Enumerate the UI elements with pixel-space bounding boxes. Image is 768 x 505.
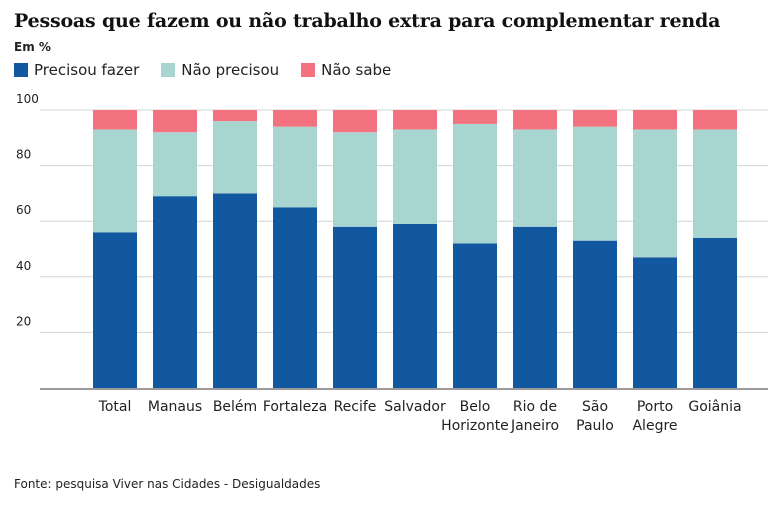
legend-item-nao-sabe: Não sabe bbox=[301, 61, 391, 79]
legend-swatch-nao-precisou bbox=[161, 63, 176, 77]
bar-recife-precisou-fazer bbox=[333, 226, 377, 388]
bar-goiânia-não-precisou bbox=[693, 129, 737, 238]
legend-label-precisou-fazer: Precisou fazer bbox=[34, 61, 140, 79]
bar-total-não-sabe bbox=[93, 110, 137, 130]
bar-salvador-não-precisou bbox=[393, 129, 437, 224]
bar-belém-não-precisou bbox=[213, 121, 257, 194]
bar-são-paulo-precisou-fazer bbox=[573, 240, 617, 388]
x-tick-label: Recife bbox=[334, 399, 377, 415]
legend-item-nao-precisou: Não precisou bbox=[161, 61, 279, 79]
source-note: Fonte: pesquisa Viver nas Cidades - Desi… bbox=[14, 477, 321, 491]
x-tick-label: Salvador bbox=[384, 399, 446, 415]
x-tick-label: Alegre bbox=[632, 418, 677, 434]
bar-manaus-não-precisou bbox=[153, 132, 197, 197]
bar-rio-de-janeiro-não-precisou bbox=[513, 129, 557, 227]
legend-swatch-precisou-fazer bbox=[14, 63, 28, 77]
bar-rio-de-janeiro-precisou-fazer bbox=[513, 226, 557, 388]
bar-belo-horizonte-não-precisou bbox=[453, 123, 497, 244]
bar-goiânia-precisou-fazer bbox=[693, 237, 737, 388]
y-tick-label-20: 20 bbox=[16, 314, 31, 328]
bar-total-não-precisou bbox=[93, 129, 137, 233]
bar-porto-alegre-não-precisou bbox=[633, 129, 677, 258]
x-tick-label: Goiânia bbox=[688, 399, 741, 415]
x-tick-label: Janeiro bbox=[510, 418, 559, 434]
bar-manaus-precisou-fazer bbox=[153, 196, 197, 388]
legend-item-precisou-fazer: Precisou fazer bbox=[14, 61, 139, 79]
bar-belém-precisou-fazer bbox=[213, 193, 257, 388]
x-tick-label: Manaus bbox=[148, 399, 202, 415]
y-tick-label-40: 40 bbox=[16, 259, 31, 273]
x-tick-label: Belo bbox=[460, 399, 491, 415]
x-axis-labels: Total Manaus Belém Fortaleza Recife Salvador B… bbox=[98, 399, 742, 434]
legend-label-nao-precisou: Não precisou bbox=[181, 61, 280, 79]
y-tick-label-80: 80 bbox=[16, 148, 31, 162]
bar-fortaleza-não-sabe bbox=[273, 110, 317, 127]
bars bbox=[93, 110, 737, 388]
y-tick-label-60: 60 bbox=[16, 203, 31, 217]
x-tick-label: Horizonte bbox=[441, 418, 509, 434]
bar-salvador-não-sabe bbox=[393, 110, 437, 130]
bar-porto-alegre-precisou-fazer bbox=[633, 257, 677, 388]
legend-label-nao-sabe: Não sabe bbox=[321, 61, 392, 79]
bar-são-paulo-não-precisou bbox=[573, 126, 617, 241]
x-tick-label: Total bbox=[98, 399, 132, 415]
x-tick-label: Paulo bbox=[576, 418, 614, 434]
bar-são-paulo-não-sabe bbox=[573, 110, 617, 127]
bar-recife-não-precisou bbox=[333, 132, 377, 227]
legend: Precisou fazer Não precisou Não sabe bbox=[14, 61, 413, 79]
x-tick-label: Porto bbox=[637, 399, 673, 415]
y-tick-label-100: 100 bbox=[16, 92, 39, 106]
bar-salvador-precisou-fazer bbox=[393, 223, 437, 388]
bar-belo-horizonte-não-sabe bbox=[453, 110, 497, 124]
chart-subtitle: Em % bbox=[14, 40, 51, 54]
bar-total-precisou-fazer bbox=[93, 232, 137, 388]
bar-belém-não-sabe bbox=[213, 110, 257, 122]
legend-swatch-nao-sabe bbox=[301, 63, 316, 77]
bar-goiânia-não-sabe bbox=[693, 110, 737, 130]
bar-fortaleza-não-precisou bbox=[273, 126, 317, 208]
chart-title: Pessoas que fazem ou não trabalho extra … bbox=[14, 10, 721, 32]
x-tick-label: Rio de bbox=[513, 399, 557, 415]
x-tick-label: Fortaleza bbox=[263, 399, 327, 415]
bar-recife-não-sabe bbox=[333, 110, 377, 133]
bar-fortaleza-precisou-fazer bbox=[273, 207, 317, 388]
x-tick-label: Belém bbox=[213, 399, 257, 415]
bar-porto-alegre-não-sabe bbox=[633, 110, 677, 130]
bar-belo-horizonte-precisou-fazer bbox=[453, 243, 497, 388]
bar-rio-de-janeiro-não-sabe bbox=[513, 110, 557, 130]
bar-manaus-não-sabe bbox=[153, 110, 197, 133]
x-tick-label: São bbox=[582, 399, 608, 415]
y-axis-ticks: 20 40 60 80 100 bbox=[16, 92, 39, 328]
